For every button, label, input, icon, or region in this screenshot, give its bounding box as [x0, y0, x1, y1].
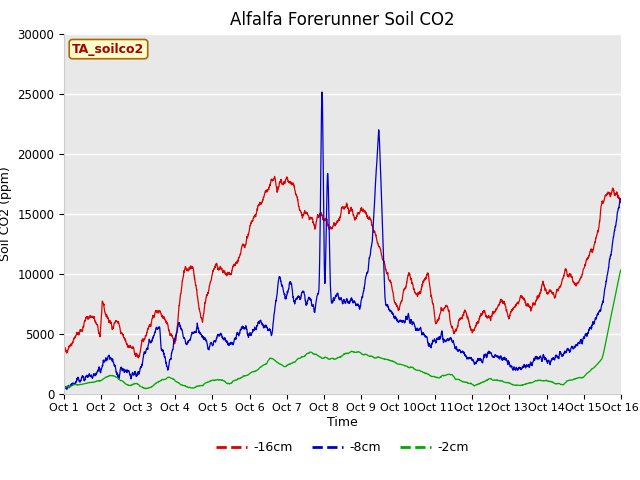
-16cm — [134, 355, 142, 361]
-8cm — [617, 196, 625, 202]
-16cm — [60, 346, 68, 351]
-8cm — [606, 256, 614, 262]
Line: -2cm: -2cm — [64, 270, 621, 389]
-2cm — [157, 378, 164, 384]
Text: TA_soilco2: TA_soilco2 — [72, 43, 145, 56]
-2cm — [606, 319, 614, 325]
Title: Alfalfa Forerunner Soil CO2: Alfalfa Forerunner Soil CO2 — [230, 11, 454, 29]
-2cm — [60, 386, 68, 392]
Y-axis label: Soil CO2 (ppm): Soil CO2 (ppm) — [0, 166, 12, 261]
-16cm — [617, 200, 625, 205]
Legend: -16cm, -8cm, -2cm: -16cm, -8cm, -2cm — [211, 436, 474, 459]
-2cm — [298, 354, 305, 360]
X-axis label: Time: Time — [327, 416, 358, 429]
-16cm — [274, 186, 282, 192]
-8cm — [546, 362, 554, 368]
-2cm — [274, 360, 282, 365]
-8cm — [298, 290, 305, 296]
-2cm — [124, 382, 131, 387]
-2cm — [617, 267, 625, 273]
-16cm — [606, 193, 614, 199]
-16cm — [547, 287, 554, 293]
-8cm — [157, 336, 164, 342]
-8cm — [318, 89, 326, 95]
Line: -16cm: -16cm — [64, 177, 621, 358]
-16cm — [157, 311, 164, 316]
Line: -8cm: -8cm — [64, 92, 621, 391]
-16cm — [271, 174, 278, 180]
-16cm — [298, 212, 306, 218]
-8cm — [274, 286, 282, 291]
-8cm — [124, 367, 131, 373]
-2cm — [546, 379, 554, 384]
-16cm — [124, 344, 131, 349]
-8cm — [60, 388, 68, 394]
